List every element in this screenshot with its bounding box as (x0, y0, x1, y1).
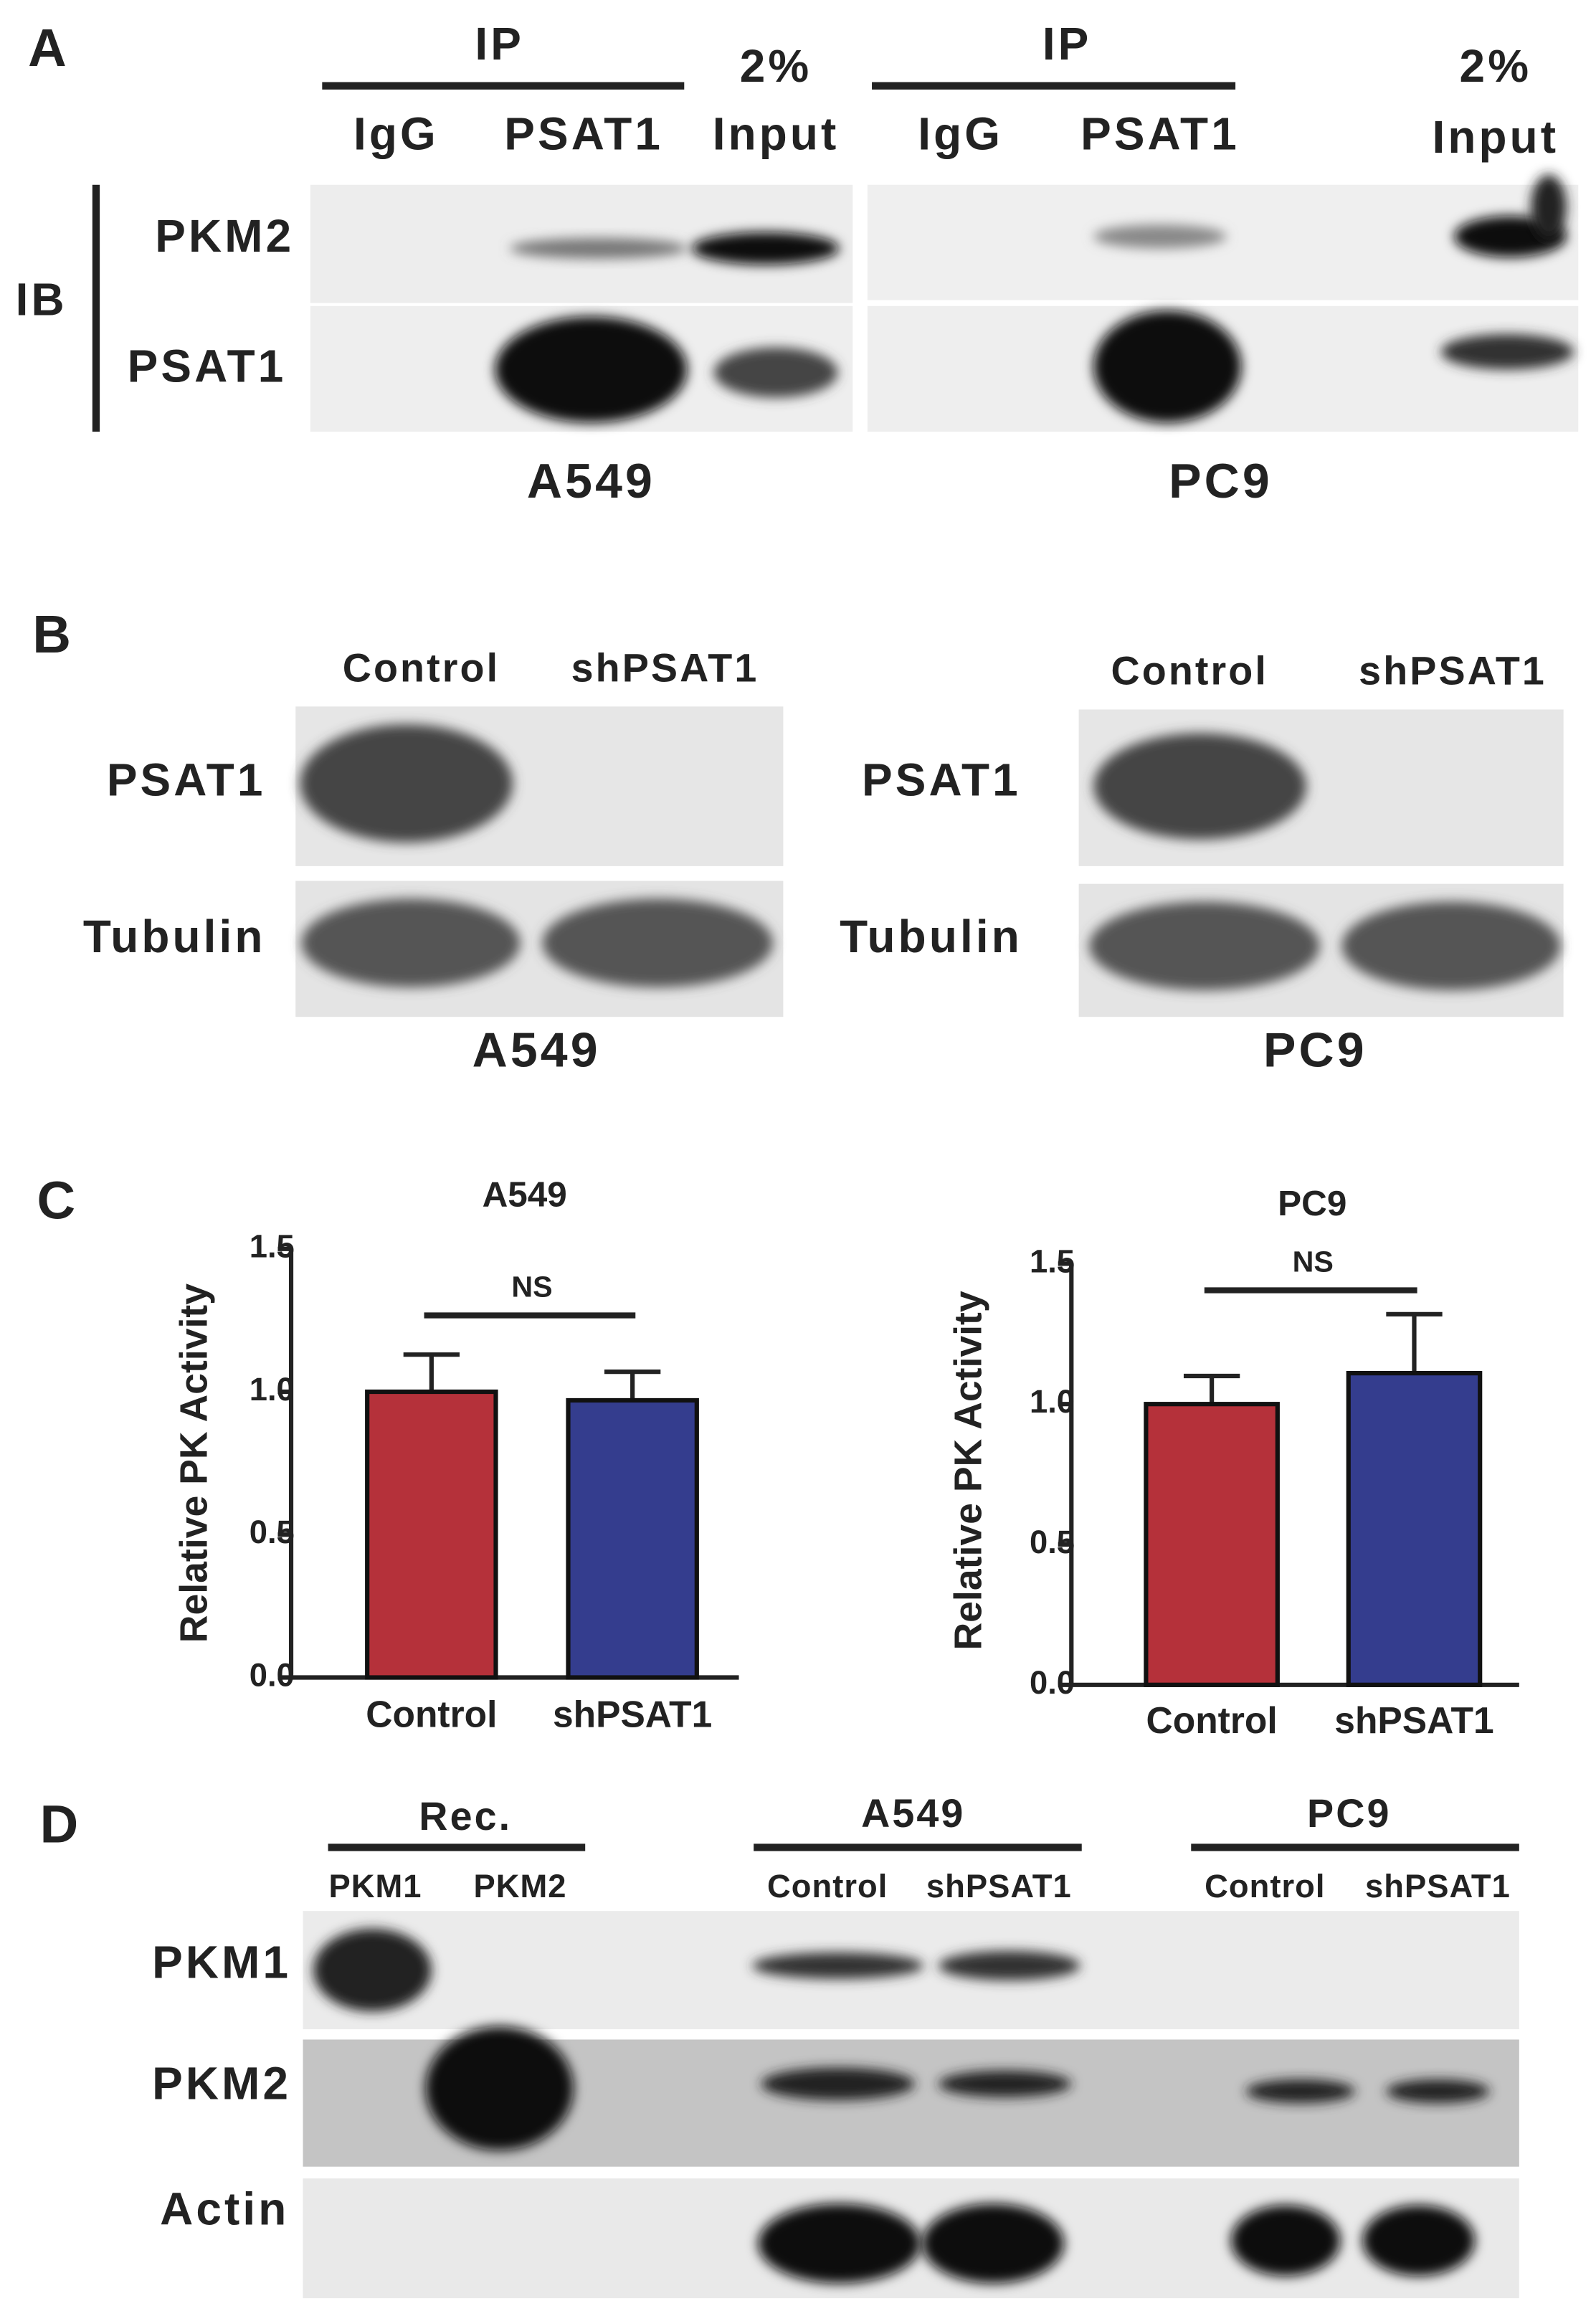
lane-label: PKM2 (473, 1868, 566, 1904)
row-label: PKM2 (152, 2057, 291, 2109)
y-tick-label: 1.0 (1030, 1383, 1075, 1420)
cell-line: PC9 (1263, 1023, 1367, 1078)
lane-label: IgG (918, 108, 1003, 160)
group-label: PC9 (1307, 1791, 1392, 1836)
x-tick-label: shPSAT1 (553, 1694, 712, 1735)
band (510, 237, 688, 259)
lane-label: 2% (1460, 40, 1532, 92)
band (1440, 333, 1574, 370)
band (938, 1950, 1080, 1981)
band (1093, 310, 1242, 423)
y-tick-label: 0.5 (1030, 1524, 1075, 1560)
annotation: NS (1293, 1245, 1334, 1278)
lane-label: Control (1205, 1868, 1325, 1904)
band (425, 2026, 574, 2151)
band (1230, 2205, 1341, 2277)
y-axis-label: Relative PK Activity (172, 1283, 215, 1643)
lane-label: Control (767, 1868, 888, 1904)
panel-label: C (37, 1171, 76, 1230)
lane-label: PKM1 (328, 1868, 422, 1904)
band (761, 2067, 915, 2100)
band (300, 724, 513, 843)
ip-label: IP (1042, 18, 1092, 70)
row-label: Tubulin (840, 911, 1022, 962)
band (1245, 2079, 1356, 2104)
x-tick-label: Control (1146, 1699, 1278, 1741)
row-label: Tubulin (83, 911, 266, 962)
y-tick-label: 0.0 (1030, 1664, 1075, 1701)
row-label: PSAT1 (107, 754, 266, 805)
band (1531, 174, 1567, 240)
lane-label: 2% (740, 40, 812, 92)
y-tick-label: 1.0 (250, 1371, 295, 1408)
y-tick-label: 1.5 (1030, 1243, 1075, 1279)
bar (566, 1397, 699, 1680)
panel-label: B (32, 604, 71, 664)
cell-line: A549 (472, 1023, 601, 1078)
row-label: PSAT1 (862, 754, 1021, 805)
band (1386, 2079, 1490, 2104)
lane-label: Input (713, 108, 840, 160)
band (713, 347, 838, 398)
cell-line: PC9 (1169, 454, 1273, 508)
ip-label: IP (475, 18, 524, 70)
lane-label: shPSAT1 (1359, 649, 1547, 693)
band (301, 898, 521, 987)
row-label: PKM1 (152, 1936, 291, 1988)
group-label: Rec. (419, 1794, 512, 1838)
chart-title: A549 (483, 1175, 567, 1215)
band (752, 1952, 924, 1979)
ib-label: IB (16, 274, 67, 326)
band (922, 2203, 1064, 2284)
lane-label: Control (343, 646, 500, 690)
lane-label: shPSAT1 (926, 1868, 1072, 1904)
band (758, 2203, 921, 2284)
lane-label: PSAT1 (504, 108, 663, 160)
band (691, 232, 840, 265)
y-tick-label: 0.5 (250, 1514, 295, 1550)
lane-label: IgG (353, 108, 439, 160)
band (542, 898, 773, 987)
row-label: PSAT1 (128, 340, 287, 391)
band (938, 2070, 1072, 2097)
y-tick-label: 0.0 (250, 1656, 295, 1693)
panel-label: A (28, 18, 67, 77)
row-label: PKM2 (155, 210, 294, 262)
band (1089, 901, 1320, 991)
bar (1346, 1371, 1483, 1687)
band (1341, 901, 1561, 991)
lane-label: shPSAT1 (1365, 1868, 1511, 1904)
x-tick-label: shPSAT1 (1334, 1699, 1493, 1741)
bar (1144, 1402, 1280, 1687)
row-label: Actin (160, 2183, 289, 2234)
x-tick-label: Control (366, 1694, 497, 1735)
group-label: A549 (861, 1791, 965, 1836)
band (1093, 224, 1227, 249)
lane-label: shPSAT1 (571, 646, 759, 690)
band (1362, 2205, 1475, 2277)
panel-label: D (40, 1794, 79, 1854)
cell-line: A549 (527, 454, 655, 508)
bar (365, 1389, 498, 1680)
lane-label: Control (1111, 649, 1268, 693)
lane-label: Input (1433, 111, 1559, 163)
annotation: NS (511, 1270, 552, 1303)
band (313, 1928, 432, 2012)
band (1093, 733, 1307, 840)
y-tick-label: 1.5 (250, 1228, 295, 1265)
chart-title: PC9 (1278, 1184, 1346, 1223)
band (495, 316, 688, 423)
lane-label: PSAT1 (1080, 108, 1240, 160)
y-axis-label: Relative PK Activity (946, 1291, 989, 1650)
